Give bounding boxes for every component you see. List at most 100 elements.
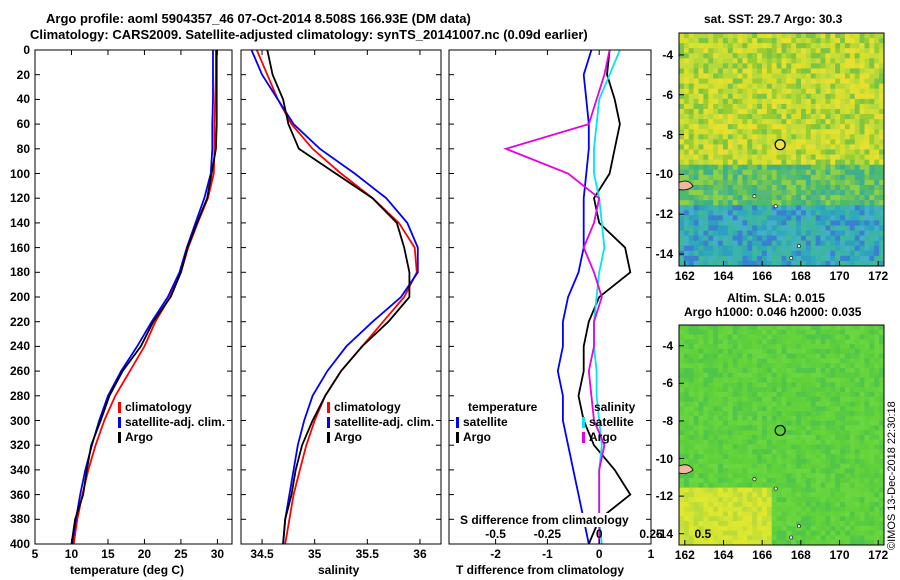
map-x-tick-label: 162 — [674, 269, 695, 283]
map-frame — [678, 324, 885, 546]
map-y-tick-label: -12 — [655, 207, 673, 222]
y-tick-label: 280 — [9, 388, 30, 403]
legend-tdiff-satellite: satellite — [456, 415, 537, 430]
satellite-swatch — [327, 417, 330, 428]
y-tick-label: 320 — [9, 438, 30, 453]
series-climatology — [72, 50, 217, 545]
temperature-legend: climatology satellite-adj. clim. Argo — [118, 400, 225, 445]
series-salinity-argo — [503, 49, 611, 544]
imos-credit: ©IMOS 13-Dec-2018 22:30:18 — [886, 401, 898, 550]
altimetry-map-title: Altim. SLA: 0.015 — [727, 291, 826, 305]
map-y-tick-label: -4 — [662, 47, 673, 62]
y-tick-label: 360 — [9, 487, 30, 502]
x-tick-label: 15 — [101, 547, 115, 561]
series-argo — [70, 50, 218, 545]
x-tick-label: 30 — [210, 547, 225, 561]
chart-title-line1: Argo profile: aoml 5904357_46 07-Oct-201… — [46, 11, 471, 26]
map-y-tick-label: -4 — [662, 338, 673, 353]
y-tick-label: 100 — [9, 166, 30, 181]
series-satellite-adj-clim- — [250, 49, 419, 545]
y-tick-label: 40 — [16, 92, 30, 107]
satellite-swatch — [582, 417, 585, 428]
island-dot — [797, 524, 801, 529]
y-tick-label: 80 — [16, 141, 30, 156]
argo-position-marker — [774, 139, 786, 151]
argo-swatch — [327, 432, 330, 443]
x-tick-label: 25 — [174, 547, 188, 561]
x-tick-label: 35 — [308, 547, 322, 561]
legend-argo: Argo — [118, 430, 225, 445]
map-x-tick-label: 164 — [713, 269, 734, 283]
legend-satellite: satellite-adj. clim. — [327, 415, 434, 430]
map-x-tick-label: 170 — [829, 548, 850, 562]
y-tick-label: 400 — [9, 537, 30, 551]
map-x-tick-label: 168 — [790, 548, 811, 562]
legend-tdiff-argo: Argo — [456, 430, 537, 445]
y-tick-label: 0 — [23, 43, 30, 57]
y-tick-label: 180 — [9, 265, 30, 280]
legend-satellite: satellite-adj. clim. — [118, 415, 225, 430]
panel-frame — [240, 49, 442, 545]
map-y-tick-label: -6 — [662, 376, 673, 391]
series-temperature-satellite — [556, 49, 593, 545]
map-altimetry-map — [678, 324, 885, 546]
satellite-swatch — [118, 417, 121, 428]
map-x-tick-label: 172 — [868, 269, 889, 283]
x-tick-label: 5 — [31, 547, 39, 561]
y-tick-label: 120 — [9, 191, 30, 206]
panel-difference — [448, 49, 652, 545]
satellite-swatch — [456, 417, 459, 428]
chart-title-line2: Climatology: CARS2009. Satellite-adjuste… — [30, 27, 588, 42]
salinity-axis-label: salinity — [318, 563, 360, 577]
y-tick-label: 20 — [16, 67, 30, 82]
series-argo — [266, 49, 411, 545]
climatology-swatch — [327, 402, 330, 413]
altimetry-map-subtitle: Argo h1000: 0.046 h2000: 0.035 — [684, 305, 862, 319]
s-diff-tick-label: -0.25 — [533, 527, 562, 541]
difference-legend-temperature: temperature satellite Argo — [456, 400, 537, 445]
map-x-tick-label: 172 — [868, 548, 889, 562]
x-tick-label: 35.5 — [355, 547, 379, 561]
map-frame — [678, 32, 885, 267]
y-tick-label: 340 — [9, 462, 30, 477]
map-y-tick-label: -14 — [655, 526, 673, 541]
legend-salinity-heading: salinity — [594, 400, 636, 414]
s-diff-tick-label: 0.25 — [639, 527, 663, 541]
s-diff-tick-label: 0.5 — [694, 527, 712, 541]
panel-salinity — [240, 49, 442, 545]
legend-climatology: climatology — [327, 400, 434, 415]
s-diff-tick-label: -0.5 — [485, 527, 506, 541]
y-tick-label: 160 — [9, 240, 30, 255]
climatology-swatch — [118, 402, 121, 413]
map-y-tick-label: -10 — [655, 451, 673, 466]
island-dot — [789, 535, 794, 540]
island-dot — [797, 244, 801, 248]
x-tick-label: 1 — [647, 547, 655, 561]
island-dot — [789, 256, 794, 260]
island-dot — [752, 194, 757, 199]
x-tick-label: 34.5 — [250, 547, 274, 561]
legend-sdiff-satellite: satellite — [582, 415, 635, 430]
legend-climatology: climatology — [118, 400, 225, 415]
map-y-tick-label: -12 — [655, 489, 673, 504]
map-sat-sst-map — [678, 32, 885, 267]
y-tick-label: 260 — [9, 364, 30, 379]
island-dot — [773, 486, 778, 491]
map-y-tick-label: -8 — [662, 127, 673, 142]
map-y-tick-label: -10 — [655, 167, 673, 182]
map-x-tick-label: 170 — [829, 269, 850, 283]
x-tick-label: 10 — [64, 547, 79, 561]
x-tick-label: -1 — [542, 547, 553, 561]
tdiff-axis-label: T difference from climatology — [456, 563, 625, 577]
y-tick-label: 300 — [9, 413, 30, 428]
island-shape — [678, 464, 694, 474]
map-x-tick-label: 166 — [752, 548, 773, 562]
map-x-tick-label: 164 — [713, 548, 734, 562]
series-climatology — [255, 49, 418, 545]
island-shape — [678, 180, 694, 191]
legend-argo: Argo — [327, 430, 434, 445]
salinity-legend: climatology satellite-adj. clim. Argo — [327, 400, 434, 445]
y-tick-label: 220 — [9, 314, 30, 329]
legend-sdiff-argo: Argo — [582, 430, 635, 445]
